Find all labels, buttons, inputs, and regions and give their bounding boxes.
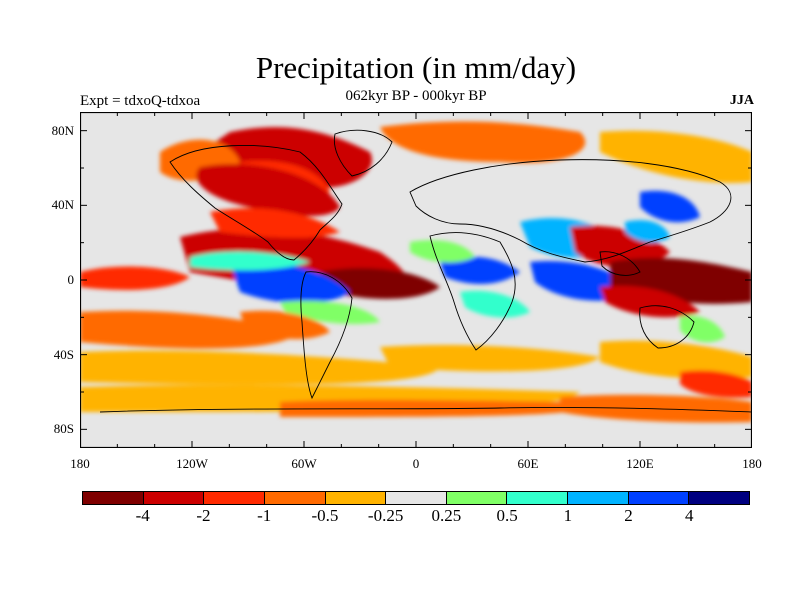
lon-tick-label: 120E bbox=[626, 456, 654, 471]
colorbar-swatch bbox=[204, 492, 265, 504]
colorbar-label: 0.25 bbox=[431, 506, 462, 525]
colorbar-label: 0.5 bbox=[496, 506, 518, 525]
colorbar-label: -0.5 bbox=[311, 506, 339, 525]
experiment-label: Expt = tdxoQ-tdxoa bbox=[80, 93, 201, 109]
map-border bbox=[80, 112, 752, 448]
colorbar-label: 1 bbox=[563, 506, 573, 525]
coastlines bbox=[99, 129, 753, 413]
lon-tick-label: 120W bbox=[176, 456, 208, 471]
colorbar-swatch bbox=[568, 492, 629, 504]
lon-tick-label: 180 bbox=[70, 456, 90, 471]
colorbar-label: -4 bbox=[135, 506, 150, 525]
lon-tick-label: 60W bbox=[291, 456, 317, 471]
colorbar-swatch bbox=[628, 492, 690, 504]
lat-tick-label: 40N bbox=[51, 197, 74, 213]
colorbar-label: -1 bbox=[257, 506, 272, 525]
colorbar-swatch bbox=[264, 492, 326, 504]
colorbar-swatch bbox=[325, 492, 387, 504]
plot-title: Precipitation (in mm/day) bbox=[255, 50, 577, 85]
lon-tick-label: 180 bbox=[742, 456, 762, 471]
lon-tick-label: 0 bbox=[412, 456, 420, 471]
colorbar-swatch bbox=[689, 492, 750, 504]
precipitation-map bbox=[80, 112, 753, 448]
anomaly-field bbox=[80, 121, 752, 423]
map-canvas bbox=[80, 112, 753, 448]
colorbar-label: -0.25 bbox=[367, 506, 404, 525]
colorbar-label: 2 bbox=[624, 506, 633, 525]
lat-tick-label: 40S bbox=[53, 346, 74, 362]
lat-tick-label: 80N bbox=[51, 122, 74, 138]
colorbar-swatch bbox=[507, 492, 569, 504]
colorbar-swatch bbox=[83, 492, 144, 504]
colorbar bbox=[82, 491, 750, 505]
colorbar-label: -2 bbox=[196, 506, 211, 525]
season-label: JJA bbox=[729, 93, 754, 108]
colorbar-label: 4 bbox=[685, 506, 694, 525]
lat-tick-label: 0 bbox=[67, 272, 75, 287]
colorbar-swatch bbox=[386, 492, 447, 504]
colorbar-swatch bbox=[143, 492, 205, 504]
lat-tick-label: 80S bbox=[53, 421, 74, 437]
plot-subtitle: 062kyr BP - 000kyr BP bbox=[345, 88, 487, 104]
lon-tick-label: 60E bbox=[517, 456, 539, 471]
map-axes bbox=[80, 112, 752, 448]
colorbar-swatch bbox=[446, 492, 508, 504]
